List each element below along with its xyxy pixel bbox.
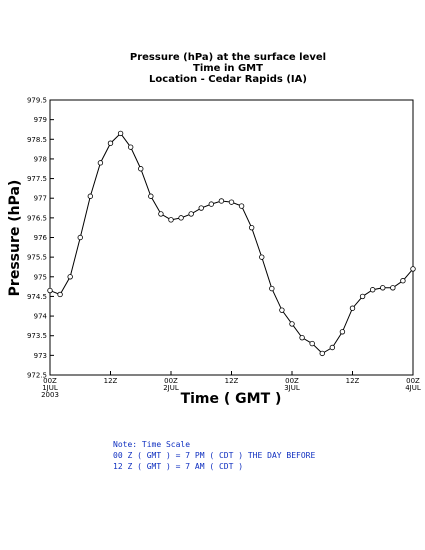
point bbox=[390, 285, 396, 291]
y-axis-label: Pressure (hPa) bbox=[7, 180, 23, 297]
y-tick-label: 973.5 bbox=[27, 332, 47, 340]
point bbox=[279, 307, 285, 313]
point bbox=[208, 201, 215, 207]
point bbox=[248, 224, 255, 231]
point bbox=[410, 266, 416, 272]
x-tick-label: 1JUL bbox=[42, 384, 58, 392]
point bbox=[77, 234, 83, 241]
x-tick-label: 12Z bbox=[225, 377, 239, 385]
point bbox=[138, 166, 144, 172]
x-tick-label: 2003 bbox=[41, 391, 59, 399]
note: Note: Time Scale bbox=[113, 440, 190, 449]
y-tick-label: 974.5 bbox=[27, 293, 47, 301]
x-tick-label: 12Z bbox=[104, 377, 118, 385]
point bbox=[188, 211, 194, 217]
point bbox=[127, 144, 134, 150]
y-tick-label: 976.5 bbox=[27, 214, 47, 222]
note: 00 Z ( GMT ) = 7 PM ( CDT ) THE DAY BEFO… bbox=[113, 451, 315, 460]
chart-title: Location - Cedar Rapids (IA) bbox=[149, 74, 307, 85]
x-tick-label: 00Z bbox=[285, 377, 299, 385]
point bbox=[148, 193, 154, 199]
y-tick-label: 976 bbox=[34, 234, 48, 242]
point bbox=[57, 291, 63, 298]
point bbox=[289, 321, 295, 327]
y-tick-label: 972.5 bbox=[27, 372, 47, 380]
point bbox=[259, 254, 265, 260]
x-tick-label: 4JUL bbox=[405, 384, 421, 392]
chart-title: Time in GMT bbox=[193, 63, 263, 74]
point bbox=[299, 334, 305, 341]
y-tick-label: 975.5 bbox=[27, 254, 47, 262]
point bbox=[309, 340, 315, 347]
y-tick-label: 974 bbox=[34, 313, 48, 321]
y-tick-label: 978 bbox=[34, 155, 47, 163]
point bbox=[319, 350, 325, 357]
note: 12 Z ( GMT ) = 7 AM ( CDT ) bbox=[113, 462, 243, 471]
point bbox=[329, 344, 336, 351]
point bbox=[107, 140, 114, 146]
point bbox=[359, 293, 366, 300]
point bbox=[87, 193, 94, 199]
point bbox=[228, 199, 235, 205]
point bbox=[198, 205, 204, 211]
point bbox=[97, 160, 104, 166]
point bbox=[158, 211, 164, 217]
y-tick-label: 979.5 bbox=[27, 97, 47, 105]
point bbox=[117, 130, 124, 137]
point bbox=[380, 285, 386, 291]
x-tick-label: 00Z bbox=[406, 377, 420, 385]
y-tick-label: 975 bbox=[34, 273, 47, 281]
point bbox=[269, 285, 275, 292]
x-tick-label: 12Z bbox=[346, 377, 360, 385]
point bbox=[339, 329, 346, 335]
point bbox=[238, 203, 245, 209]
y-tick-label: 977 bbox=[34, 195, 47, 203]
point bbox=[168, 217, 174, 223]
point bbox=[400, 278, 406, 284]
y-tick-label: 977.5 bbox=[27, 175, 47, 183]
y-tick-label: 978.5 bbox=[27, 136, 47, 144]
x-tick-label: 3JUL bbox=[284, 384, 300, 392]
x-axis-label: Time ( GMT ) bbox=[181, 391, 282, 407]
x-tick-label: 00Z bbox=[164, 377, 178, 385]
x-tick-label: 00Z bbox=[43, 377, 57, 385]
y-tick-label: 979 bbox=[34, 116, 47, 124]
y-tick-label: 973 bbox=[34, 352, 47, 360]
chart-title: Pressure (hPa) at the surface level bbox=[130, 52, 326, 63]
point bbox=[67, 274, 73, 280]
point bbox=[178, 215, 184, 221]
point bbox=[349, 305, 356, 311]
point bbox=[218, 198, 225, 204]
x-tick-label: 2JUL bbox=[163, 384, 179, 392]
point bbox=[47, 287, 53, 294]
point bbox=[369, 287, 376, 293]
